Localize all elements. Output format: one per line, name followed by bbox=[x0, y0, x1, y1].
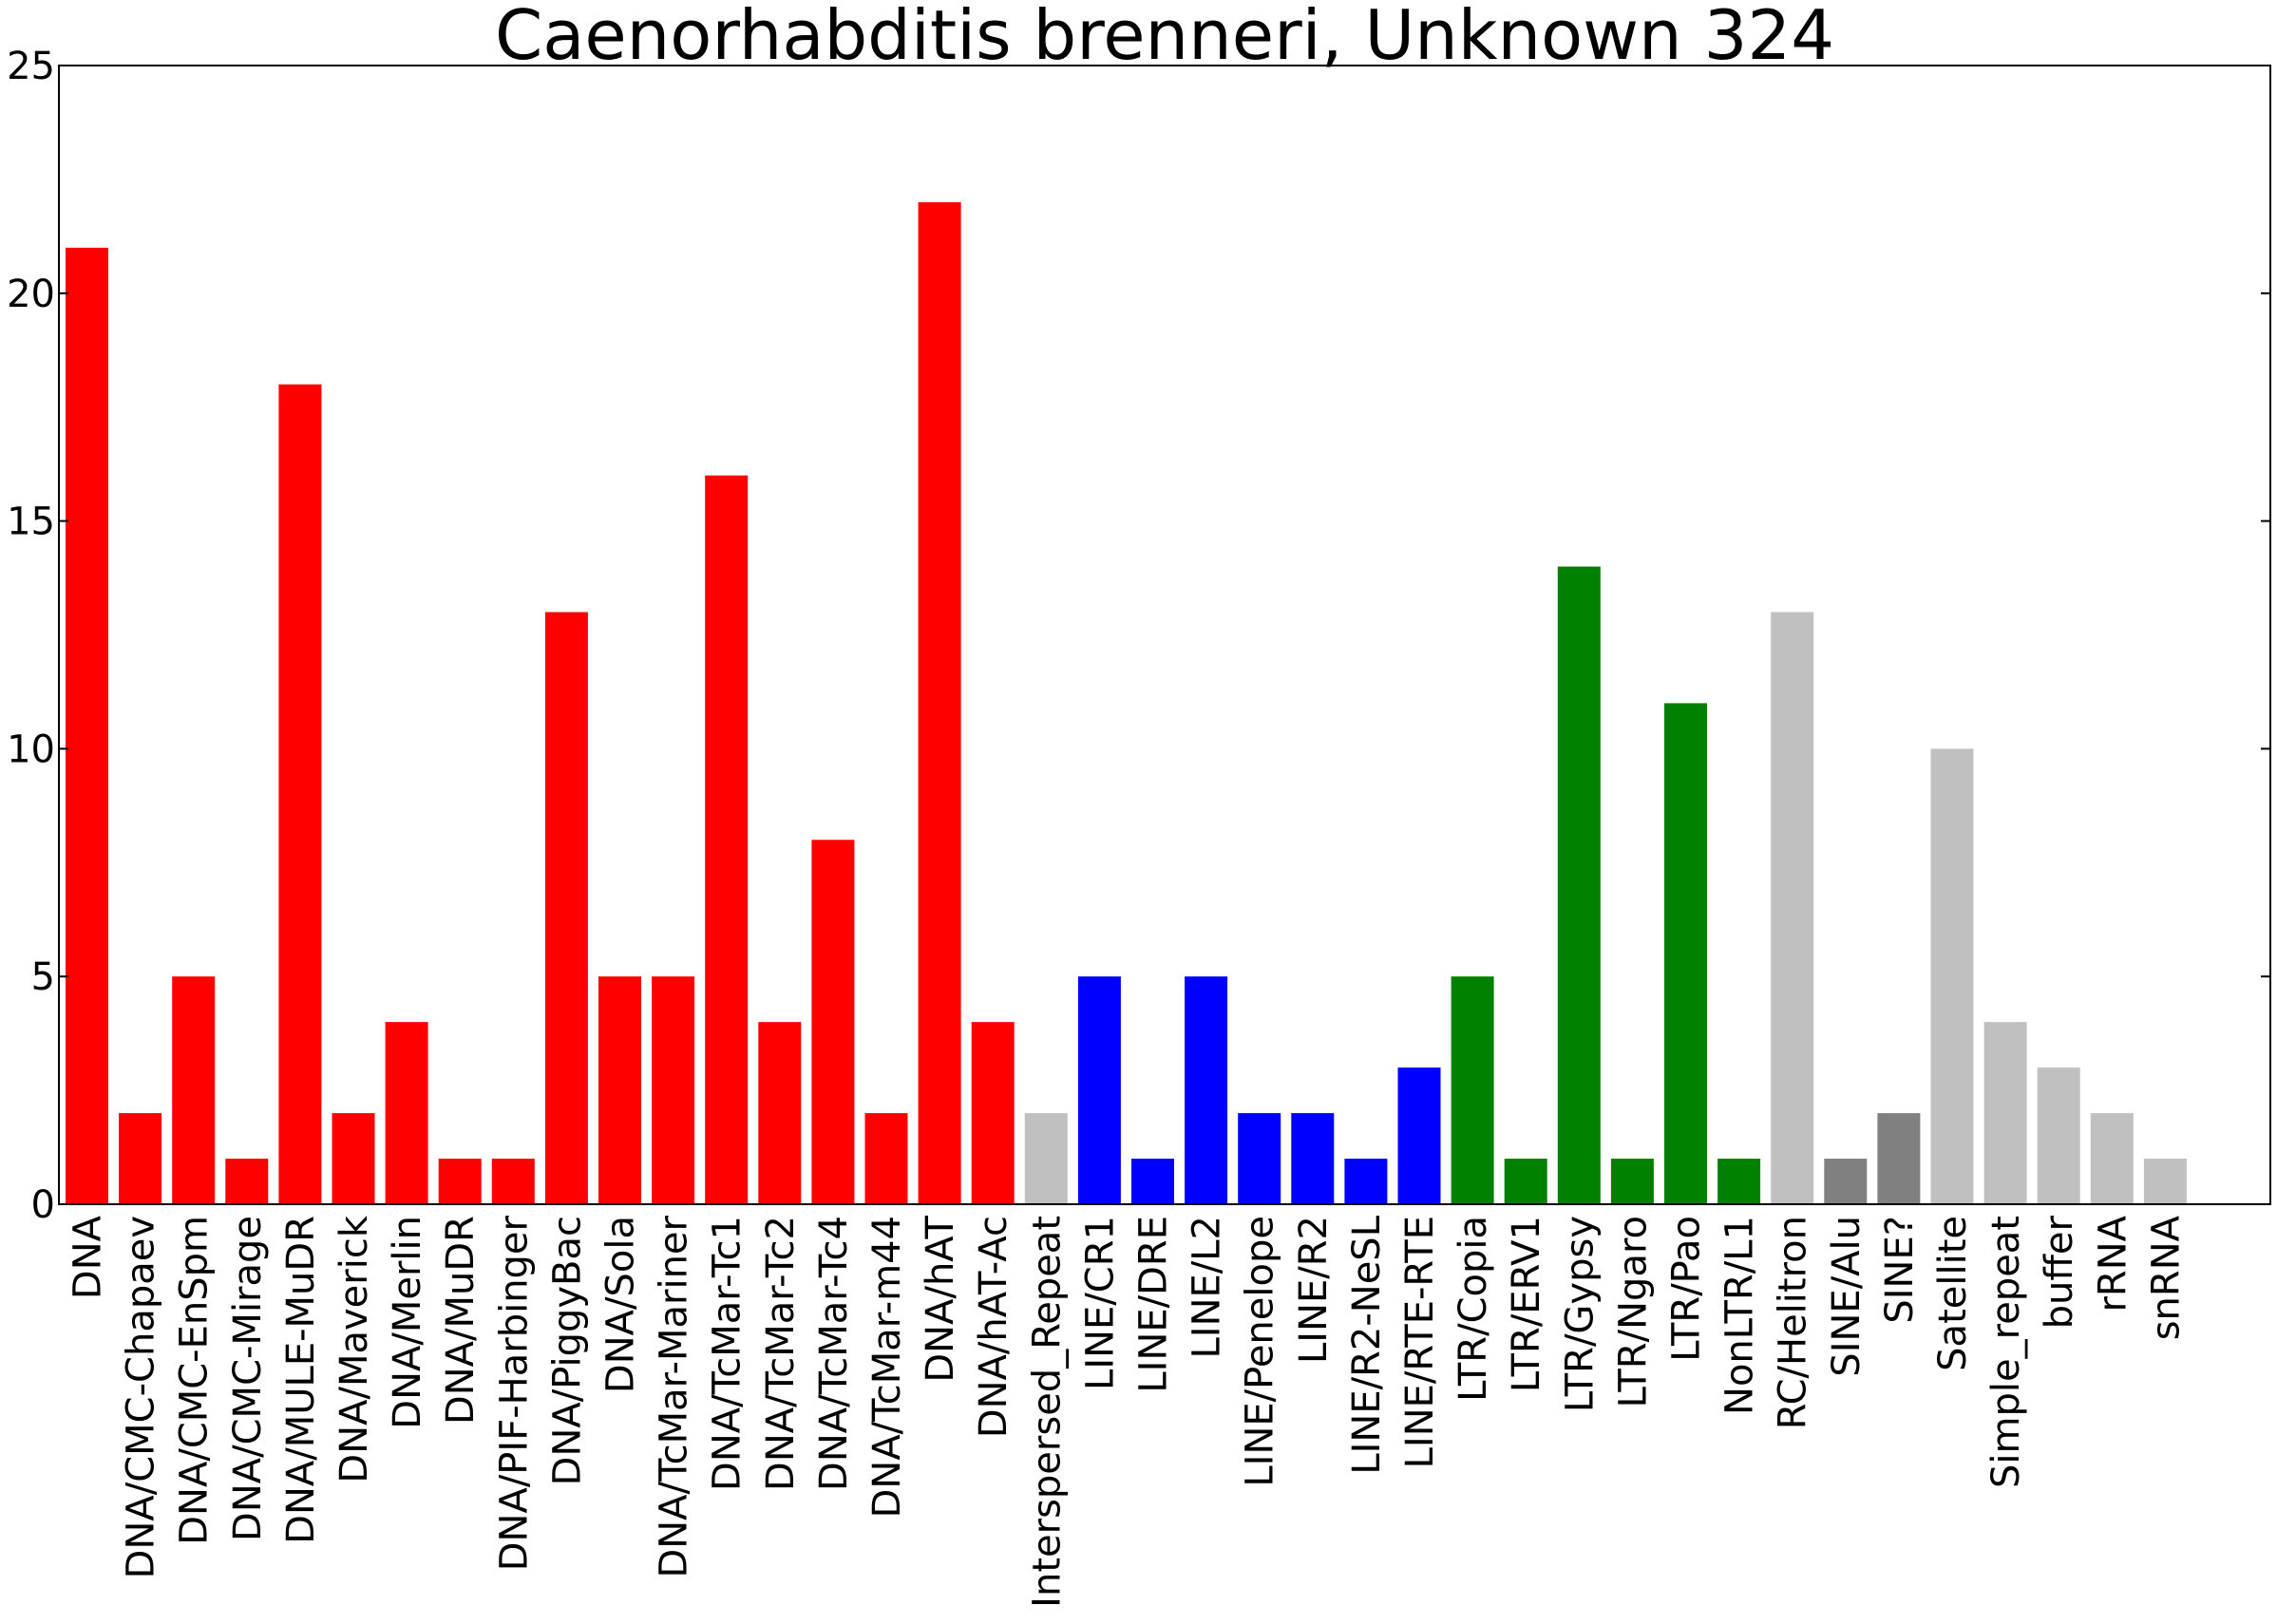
x-tick-label: LINE/CR1 bbox=[1078, 1216, 1122, 1390]
x-tick-label: LINE/DRE bbox=[1132, 1216, 1176, 1393]
bar-5 bbox=[332, 1113, 375, 1204]
bar-30 bbox=[1664, 703, 1707, 1204]
x-tick-label: LTR/Pao bbox=[1665, 1216, 1709, 1362]
x-tick-label: DNA/hAT-Ac bbox=[972, 1216, 1015, 1438]
chart-title: Caenorhabditis brenneri, Unknown 324 bbox=[495, 0, 1834, 75]
x-tick-label: DNA/CMC-Mirage bbox=[226, 1216, 270, 1541]
x-tick-label: buffer bbox=[2038, 1215, 2081, 1329]
x-tick-label: rRNA bbox=[2091, 1215, 2135, 1312]
x-tick-label: DNA/MULE-MuDR bbox=[279, 1216, 323, 1544]
bar-24 bbox=[1344, 1159, 1388, 1204]
x-tick-label: DNA bbox=[66, 1215, 110, 1299]
x-tick-label: NonLTR/L1 bbox=[1718, 1216, 1762, 1415]
y-axis: 0 5 10 15 20 25 bbox=[7, 45, 2270, 1227]
bar-13 bbox=[758, 1022, 802, 1204]
x-tick-label: DNA/CMC-EnSpm bbox=[173, 1216, 217, 1545]
bar-7 bbox=[438, 1159, 482, 1204]
plot-frame bbox=[58, 65, 2271, 1205]
bar-16 bbox=[918, 201, 961, 1204]
bar-27 bbox=[1504, 1159, 1547, 1204]
x-tick-label: Interspersed_Repeat bbox=[1025, 1216, 1069, 1608]
bar-26 bbox=[1451, 976, 1494, 1204]
x-tick-label: LTR/Gypsy bbox=[1558, 1216, 1602, 1412]
bar-1 bbox=[119, 1113, 162, 1204]
bar-29 bbox=[1610, 1159, 1654, 1204]
x-tick-label: DNA/MuDR bbox=[439, 1216, 483, 1425]
bar-14 bbox=[811, 840, 855, 1204]
x-axis: DNA DNA/CMC-Chapaev DNA/CMC-EnSpm DNA/CMC-M… bbox=[66, 1215, 2189, 1608]
x-tick-label: SINE? bbox=[1878, 1216, 1922, 1324]
x-tick-label: LTR/ERV1 bbox=[1505, 1216, 1548, 1392]
bar-34 bbox=[1877, 1113, 1921, 1204]
x-tick-label: LTR/Copia bbox=[1452, 1216, 1495, 1402]
bar-10 bbox=[598, 976, 641, 1204]
x-tick-label: DNA/TcMar-Tc2 bbox=[759, 1216, 803, 1491]
y-tick-label: 5 bbox=[31, 955, 55, 999]
y-tick-label: 25 bbox=[7, 45, 55, 88]
x-tick-label: LINE/R2-NeSL bbox=[1345, 1215, 1389, 1474]
x-tick-label: DNA/TcMar-m44 bbox=[865, 1216, 909, 1518]
bar-4 bbox=[278, 384, 322, 1205]
x-tick-label: LINE/Penelope bbox=[1239, 1216, 1282, 1487]
x-tick-label: Simple_repeat bbox=[1984, 1216, 2028, 1488]
bar-19 bbox=[1077, 976, 1121, 1204]
x-tick-label: DNA/Merlin bbox=[386, 1216, 429, 1429]
y-tick-label: 10 bbox=[7, 727, 55, 771]
x-tick-label: Satellite bbox=[1931, 1216, 1975, 1371]
bar-17 bbox=[971, 1022, 1015, 1204]
bars-group bbox=[66, 201, 2187, 1205]
bar-22 bbox=[1238, 1113, 1281, 1204]
bar-20 bbox=[1131, 1159, 1174, 1204]
bar-8 bbox=[491, 1159, 535, 1204]
x-tick-label: LINE/R2 bbox=[1292, 1216, 1336, 1364]
bar-32 bbox=[1771, 612, 1814, 1204]
bar-3 bbox=[225, 1159, 269, 1204]
bar-31 bbox=[1717, 1159, 1761, 1204]
x-tick-label: SINE/Alu bbox=[1825, 1216, 1869, 1377]
bar-2 bbox=[172, 976, 216, 1204]
bar-18 bbox=[1024, 1113, 1068, 1204]
x-tick-label: snRNA bbox=[2144, 1215, 2188, 1340]
x-tick-label: DNA/Maverick bbox=[332, 1215, 376, 1482]
bar-15 bbox=[864, 1113, 908, 1204]
x-tick-label: DNA/TcMar-Mariner bbox=[653, 1215, 696, 1577]
y-tick-label: 15 bbox=[7, 500, 55, 544]
bar-38 bbox=[2090, 1113, 2134, 1204]
x-tick-label: LINE/L2 bbox=[1186, 1216, 1229, 1359]
x-tick-label: DNA/CMC-Chapaev bbox=[120, 1216, 163, 1578]
bar-33 bbox=[1824, 1159, 1868, 1204]
y-tick-label: 20 bbox=[7, 273, 55, 316]
bar-6 bbox=[385, 1022, 428, 1204]
bar-21 bbox=[1185, 976, 1228, 1204]
bar-11 bbox=[652, 976, 695, 1204]
bar-12 bbox=[705, 475, 749, 1204]
x-tick-label: DNA/hAT bbox=[919, 1215, 962, 1382]
x-tick-label: DNA/TcMar-Tc4 bbox=[812, 1216, 856, 1491]
x-tick-label: DNA/PiggyBac bbox=[545, 1216, 589, 1485]
bar-23 bbox=[1291, 1113, 1335, 1204]
bar-39 bbox=[2143, 1159, 2187, 1204]
bar-25 bbox=[1397, 1067, 1441, 1204]
bar-36 bbox=[1983, 1022, 2027, 1204]
x-tick-label: DNA/TcMar-Tc1 bbox=[706, 1216, 750, 1491]
x-tick-label: DNA/Sola bbox=[599, 1216, 643, 1393]
bar-37 bbox=[2037, 1067, 2080, 1204]
bar-9 bbox=[544, 612, 588, 1204]
x-tick-label: LINE/RTE-RTE bbox=[1398, 1216, 1442, 1468]
bar-28 bbox=[1557, 566, 1601, 1204]
x-tick-label: DNA/PIF-Harbinger bbox=[492, 1215, 536, 1571]
bar-0 bbox=[66, 247, 108, 1205]
x-tick-label: RC/Helitron bbox=[1772, 1216, 1815, 1429]
bar-35 bbox=[1930, 748, 1974, 1204]
y-tick-label: 0 bbox=[31, 1183, 55, 1227]
x-tick-label: LTR/Ngaro bbox=[1611, 1216, 1655, 1407]
